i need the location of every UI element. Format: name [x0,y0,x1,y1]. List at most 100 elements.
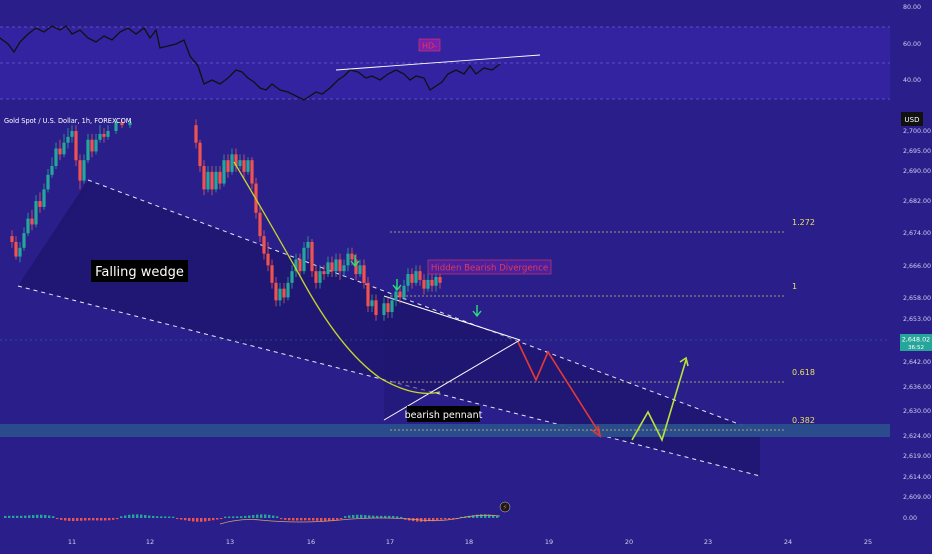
histogram-bar [120,516,123,518]
candle-body [350,253,354,260]
histogram-bar [272,515,275,518]
histogram-bar [60,518,63,520]
price-tick-label: 2,700.00 [903,128,931,135]
histogram-bar [376,515,379,518]
histogram-bar [316,518,319,521]
histogram-bar [164,516,167,518]
time-axis[interactable]: 11 12 13 16 17 18 19 20 23 24 25 [68,538,872,546]
price-tick-label: 2,624.00 [903,433,931,440]
histogram-bar [244,515,247,518]
candle-body [434,277,438,286]
histogram-bar [452,518,455,520]
histogram-bar [84,518,87,521]
candle-body [326,262,330,275]
histogram-bar [232,516,235,518]
time-tick-label: 13 [226,538,234,546]
candle-body [94,139,98,152]
candle-body [290,271,294,283]
histogram-bar [432,518,435,521]
candle-body [102,133,106,137]
oscillator-curve [0,25,501,101]
falling-wedge-label-box [91,260,188,282]
projected-bullish-path [631,359,687,443]
time-tick-label: 25 [864,538,872,546]
time-tick-label: 24 [784,538,792,546]
histogram-bar [192,518,195,522]
wedge-left-triangle [18,180,88,286]
candle-body [302,247,306,272]
histogram-bar [140,514,143,518]
histogram-bar [40,514,43,518]
candle-body [278,288,282,301]
histogram-bar [12,515,15,518]
hidden-bearish-divergence-label: Hidden Bearish Divergence [431,264,548,274]
time-tick-label: 23 [704,538,712,546]
histogram-bar [476,514,479,518]
histogram-bar [68,518,71,521]
candle-body [346,253,350,266]
histogram-bar [320,518,323,521]
histogram-bar [260,514,263,518]
candle-body [422,279,426,289]
hd-marker-box [418,38,441,52]
price-tick-label: 2,609.00 [903,494,931,501]
candle-body [10,236,14,242]
currency-badge-box[interactable] [901,112,923,126]
osc-tick-label: 40.00 [903,77,921,84]
histogram-bar [264,514,267,518]
candle-body [98,133,102,140]
pennant-area [384,296,520,420]
price-tick-label: 2,630.00 [903,408,931,415]
histogram-bar [364,515,367,518]
price-axis[interactable]: 2,700.00 2,695.00 2,690.00 2,682.00 2,674.00… [903,128,931,522]
divergence-line-osc [335,54,541,71]
histogram-bar [144,515,147,518]
candle-body [90,139,94,152]
candle-body [210,171,214,190]
price-tick-label: 2,642.00 [903,359,931,366]
price-tick-label: 2,666.00 [903,263,931,270]
histogram-bar [132,514,135,518]
candle-body [128,122,132,126]
candle-body [30,218,34,225]
candle-body [306,241,310,248]
candle-body [22,233,26,248]
time-tick-label: 19 [545,538,553,546]
price-tick-label: 2,614.00 [903,474,931,481]
histogram-bar [220,518,223,520]
price-tick-label: 2,682.00 [903,198,931,205]
candle-body [386,303,390,313]
histogram-bar [308,518,311,521]
candle-body [410,274,414,283]
time-tick-label: 16 [307,538,315,546]
candle-body [418,271,422,280]
histogram-bar [312,518,315,521]
candlestick-series[interactable] [10,119,442,321]
fib-level-label: 0.382 [792,416,815,425]
candle-body [334,259,338,272]
candle-body [330,262,334,272]
histogram-bar [92,518,95,521]
histogram-bar [484,514,487,518]
histogram-bar [176,518,179,520]
pennant-lower-line [383,339,521,421]
histogram-bar [492,515,495,518]
histogram-bar [240,516,243,518]
price-tick-label: 2,619.00 [903,453,931,460]
price-tick-label: 2,658.00 [903,295,931,302]
candle-body [390,300,394,313]
alert-clock-icon[interactable] [499,501,511,513]
histogram-bar [36,514,39,518]
histogram-bar [224,516,227,518]
histogram-bar [448,518,451,520]
histogram-bar [284,518,287,520]
histogram-bar [300,518,303,521]
histogram-bar [8,515,11,518]
candle-body [298,259,302,272]
candle-body [234,154,238,167]
histogram-bar [136,514,139,518]
histogram-bar [392,515,395,518]
histogram-bar [288,518,291,521]
candle-body [274,282,278,301]
